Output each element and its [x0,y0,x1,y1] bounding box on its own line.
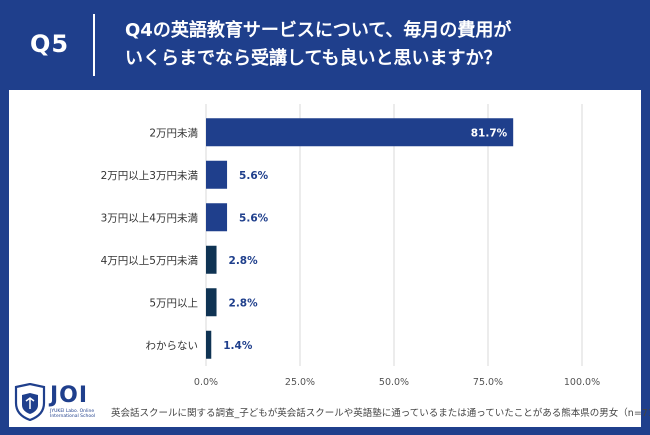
category-label: 5万円以上 [149,297,198,309]
value-label: 5.6% [239,212,269,224]
category-label: 4万円以上5万円未満 [101,255,199,267]
bar [206,203,228,232]
bar [206,330,212,359]
value-label: 81.7% [471,127,508,139]
value-label: 2.8% [229,255,259,267]
x-tick-label: 100.0% [564,377,600,388]
bar-chart: 0.0% 25.0% 50.0% 75.0% 100.0% 2万円未満 81.7% 2万円以上… [101,104,600,388]
header: Q5 Q4の英語教育サービスについて、毎月の費用が いくらまでなら受講しても良い… [0,0,650,88]
x-tick-label: 0.0% [194,377,218,388]
bar [206,288,217,317]
shield-icon [14,382,46,422]
joi-logo: JOI JYUKEI Labo. Online International Sc… [14,382,114,422]
value-label: 2.8% [229,297,259,309]
question-line-2: いくらまでなら受講しても良いと思いますか？ [125,48,502,69]
question-line-1: Q4の英語教育サービスについて、毎月の費用が [125,20,512,41]
x-tick-label: 25.0% [285,377,315,388]
x-tick-label: 50.0% [379,377,409,388]
value-label: 5.6% [239,170,269,182]
question-number: Q5 [30,30,70,58]
value-label: 1.4% [223,340,253,352]
header-divider [93,14,95,76]
bar [206,245,217,274]
category-label: わからない [146,340,199,352]
bar [206,118,514,147]
bar [206,160,228,189]
category-label: 2万円以上3万円未満 [101,170,199,182]
source-note: 英会話スクールに関する調査_子どもが英会話スクールや英語塾に通っているまたは通っ… [111,408,650,419]
category-label: 3万円以上4万円未満 [101,212,199,224]
category-label: 2万円未満 [149,127,198,139]
question-text: Q4の英語教育サービスについて、毎月の費用が いくらまでなら受講しても良いと思い… [125,17,635,73]
x-tick-label: 75.0% [473,377,503,388]
logo-subtitle: JYUKEI Labo. Online International School [50,409,96,419]
logo-wordmark: JOI [50,383,89,408]
chart-panel: 0.0% 25.0% 50.0% 75.0% 100.0% 2万円未満 81.7% 2万円以上… [9,90,641,427]
